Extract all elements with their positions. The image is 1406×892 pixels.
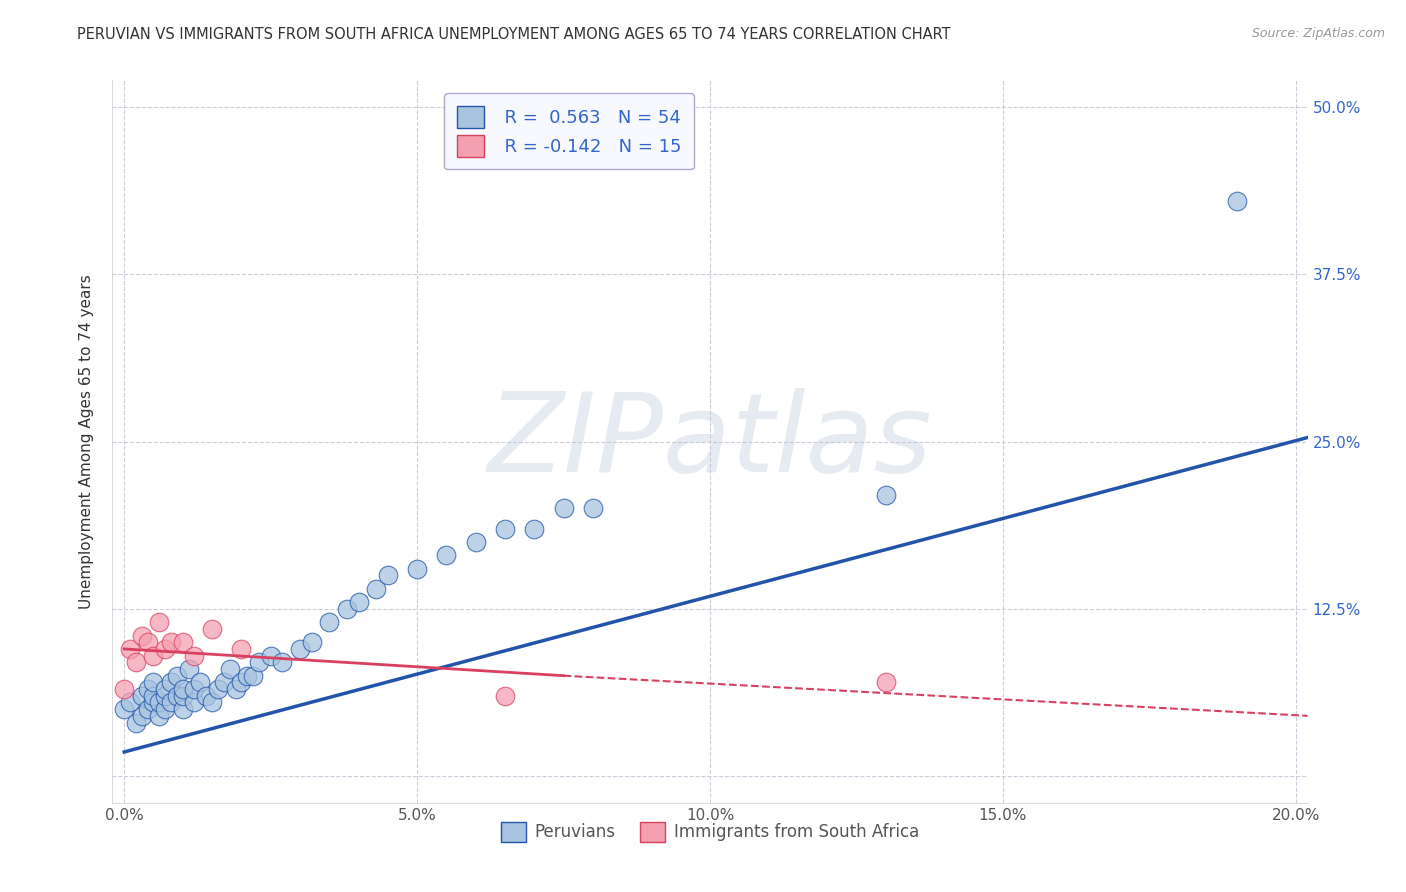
Point (142, 696, 165, 710)
Point (131, 689, 153, 703)
Point (436, 548, 458, 563)
Point (120, 696, 141, 710)
Point (225, 681, 247, 696)
Point (155, 689, 177, 703)
Point (136, 681, 159, 696)
Point (347, 595, 370, 609)
Point (523, 521, 546, 535)
Point (131, 708, 153, 723)
Point (155, 702, 177, 716)
Point (242, 669, 264, 683)
Point (406, 562, 429, 576)
Point (201, 696, 224, 710)
Point (218, 662, 240, 676)
Point (247, 655, 270, 669)
Point (183, 696, 205, 710)
Point (160, 675, 183, 690)
Point (148, 696, 170, 710)
Point (260, 648, 283, 663)
Point (494, 689, 516, 703)
Point (271, 655, 294, 669)
Point (183, 648, 205, 663)
Point (112, 681, 135, 696)
Point (212, 675, 235, 690)
Point (183, 681, 205, 696)
Point (136, 635, 159, 649)
Point (172, 635, 194, 649)
Point (231, 675, 253, 690)
Point (155, 681, 177, 696)
Point (582, 501, 605, 516)
Point (142, 675, 165, 690)
Point (142, 689, 165, 703)
Point (136, 702, 159, 716)
Y-axis label: Unemployment Among Ages 65 to 74 years: Unemployment Among Ages 65 to 74 years (79, 274, 94, 609)
Point (177, 662, 200, 676)
Point (148, 708, 170, 723)
Point (553, 501, 575, 516)
Point (131, 629, 153, 643)
Point (148, 615, 170, 630)
Text: PERUVIAN VS IMMIGRANTS FROM SOUTH AFRICA UNEMPLOYMENT AMONG AGES 65 TO 74 YEARS : PERUVIAN VS IMMIGRANTS FROM SOUTH AFRICA… (77, 27, 950, 42)
Point (160, 696, 183, 710)
Point (195, 689, 218, 703)
Point (875, 488, 897, 502)
Point (160, 635, 183, 649)
Text: Source: ZipAtlas.com: Source: ZipAtlas.com (1251, 27, 1385, 40)
Text: ZIPatlas: ZIPatlas (488, 388, 932, 495)
Point (1226, 194, 1249, 208)
Point (318, 615, 340, 630)
Point (288, 642, 311, 657)
Point (166, 669, 188, 683)
Point (875, 675, 897, 690)
Point (364, 582, 387, 596)
Point (201, 622, 224, 636)
Point (155, 642, 177, 657)
Point (125, 715, 148, 730)
Point (301, 635, 323, 649)
Point (377, 568, 399, 582)
Point (125, 655, 148, 669)
Point (207, 681, 229, 696)
Point (172, 702, 194, 716)
Point (166, 689, 188, 703)
Point (172, 689, 194, 703)
Point (236, 669, 259, 683)
Point (172, 681, 194, 696)
Point (120, 642, 141, 657)
Point (112, 702, 135, 716)
Point (188, 675, 212, 690)
Point (336, 602, 359, 616)
Point (231, 642, 253, 657)
Legend: Peruvians, Immigrants from South Africa: Peruvians, Immigrants from South Africa (495, 815, 925, 848)
Point (464, 535, 486, 549)
Point (142, 648, 165, 663)
Point (494, 521, 516, 535)
